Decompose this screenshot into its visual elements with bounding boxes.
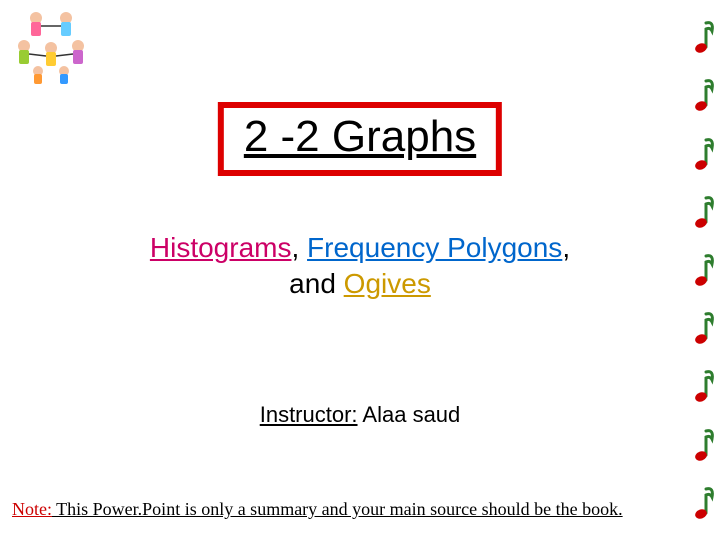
footer-note: Note: This Power.Point is only a summary… [12,499,623,520]
music-note-icon [690,483,716,523]
music-note-icon [690,366,716,406]
right-music-border [690,0,716,540]
subtitle: Histograms, Frequency Polygons, and Ogiv… [0,230,720,303]
music-note-icon [690,192,716,232]
children-clipart [6,6,96,86]
subtitle-word-ogives: Ogives [344,268,431,299]
music-note-icon [690,250,716,290]
subtitle-word-frequency-polygons: Frequency Polygons [307,232,562,263]
music-note-icon [690,308,716,348]
subtitle-word-and: and [289,268,344,299]
music-note-icon [690,17,716,57]
note-text: This Power.Point is only a summary and y… [52,499,623,519]
slide-title: 2 -2 Graphs [244,112,476,162]
title-box: 2 -2 Graphs [218,102,502,176]
subtitle-sep: , [291,232,307,263]
instructor-name: Alaa saud [358,402,461,427]
slide: 2 -2 Graphs Histograms, Frequency Polygo… [0,0,720,540]
music-note-icon [690,134,716,174]
note-label: Note: [12,499,52,519]
instructor-line: Instructor: Alaa saud [0,402,720,428]
instructor-label: Instructor: [260,402,358,427]
music-note-icon [690,75,716,115]
subtitle-sep: , [562,232,570,263]
music-note-icon [690,425,716,465]
subtitle-word-histograms: Histograms [150,232,292,263]
